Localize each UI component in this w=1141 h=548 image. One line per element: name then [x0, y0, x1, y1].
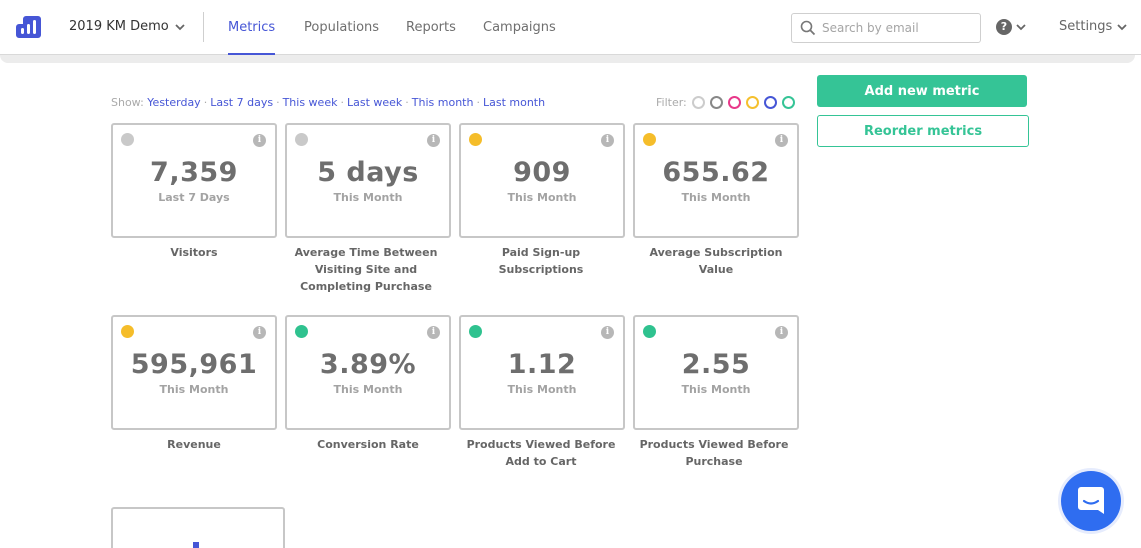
metric-name: Paid Sign-up Subscriptions	[498, 246, 584, 276]
status-dot	[121, 133, 134, 146]
range-this-week[interactable]: This week	[282, 96, 338, 109]
metric-value: 3.89%	[319, 349, 417, 380]
info-icon[interactable]: i	[601, 134, 614, 147]
info-icon[interactable]: i	[775, 134, 788, 147]
date-range-selector: Show: Yesterday · Last 7 days · This week · La…	[111, 96, 546, 109]
metric-period: This Month	[333, 191, 403, 204]
range-last-7-days[interactable]: Last 7 days	[210, 96, 274, 109]
metric-card[interactable]: i 595,961 This Month	[111, 315, 277, 430]
project-switcher[interactable]: 2019 KM Demo	[69, 19, 185, 34]
tab-metrics[interactable]: Metrics	[228, 0, 276, 55]
metric-card[interactable]: i 7,359 Last 7 Days	[111, 123, 277, 238]
project-name: 2019 KM Demo	[69, 19, 169, 34]
metric-value: 595,961	[130, 349, 258, 380]
metric-name: Revenue	[167, 438, 221, 451]
range-last-month[interactable]: Last month	[482, 96, 546, 109]
settings-label: Settings	[1059, 19, 1113, 34]
info-icon[interactable]: i	[253, 134, 266, 147]
metric-card[interactable]: i 655.62 This Month	[633, 123, 799, 238]
metric-value: 5 days	[317, 157, 419, 188]
tab-campaigns[interactable]: Campaigns	[483, 20, 556, 35]
status-dot	[643, 325, 656, 338]
search-box[interactable]	[791, 13, 981, 43]
range-yesterday[interactable]: Yesterday	[147, 96, 201, 109]
metric-card[interactable]: i 5 days This Month	[285, 123, 451, 238]
status-dot	[295, 133, 308, 146]
chart-bar	[193, 542, 199, 548]
metric-value: 1.12	[507, 349, 577, 380]
range-this-month[interactable]: This month	[411, 96, 474, 109]
chevron-down-icon	[1117, 23, 1127, 30]
tab-populations[interactable]: Populations	[304, 20, 380, 35]
metric-period: This Month	[681, 383, 751, 396]
filter-dot-yellow[interactable]	[745, 96, 759, 109]
help-icon: ?	[996, 19, 1012, 35]
metric-value: 909	[513, 157, 571, 188]
reorder-metrics-button[interactable]: Reorder metrics	[817, 115, 1029, 147]
chevron-down-icon	[1016, 24, 1026, 31]
top-navigation-bar: 2019 KM Demo Metrics Populations Reports…	[0, 0, 1141, 55]
header-shadow-strip	[0, 55, 1135, 63]
metric-value: 2.55	[681, 349, 751, 380]
filter-label: Filter:	[656, 96, 687, 109]
metric-period: This Month	[159, 383, 229, 396]
info-icon[interactable]: i	[427, 134, 440, 147]
filter-dot-blue[interactable]	[763, 96, 777, 109]
range-last-week[interactable]: Last week	[346, 96, 403, 109]
status-dot	[295, 325, 308, 338]
metric-name: Products Viewed Before Add to Cart	[466, 438, 616, 468]
search-input[interactable]	[822, 21, 972, 35]
info-icon[interactable]: i	[427, 326, 440, 339]
metric-period: This Month	[333, 383, 403, 396]
header-divider	[203, 12, 204, 42]
status-dot	[469, 325, 482, 338]
status-dot	[643, 133, 656, 146]
chat-launcher-button[interactable]	[1061, 471, 1121, 531]
metric-card[interactable]: i 2.55 This Month	[633, 315, 799, 430]
metric-card[interactable]: i 1.12 This Month	[459, 315, 625, 430]
status-dot	[469, 133, 482, 146]
color-filter: Filter:	[656, 96, 795, 109]
metric-value: 7,359	[150, 157, 238, 188]
settings-menu[interactable]: Settings	[1059, 19, 1127, 34]
status-dot	[121, 325, 134, 338]
tab-reports[interactable]: Reports	[406, 20, 456, 35]
info-icon[interactable]: i	[775, 326, 788, 339]
filter-dot-gray[interactable]	[691, 96, 705, 109]
chat-icon	[1078, 487, 1104, 514]
info-icon[interactable]: i	[253, 326, 266, 339]
metric-chart-card[interactable]	[111, 507, 285, 548]
add-new-metric-button[interactable]: Add new metric	[817, 75, 1027, 107]
filter-dot-pink[interactable]	[727, 96, 741, 109]
metric-value: 655.62	[662, 157, 770, 188]
metric-name: Average Time Between Visiting Site and C…	[294, 246, 438, 293]
help-menu[interactable]: ?	[996, 19, 1026, 35]
info-icon[interactable]: i	[601, 326, 614, 339]
metric-card[interactable]: i 909 This Month	[459, 123, 625, 238]
metric-period: This Month	[507, 383, 577, 396]
metric-name: Average Subscription Value	[649, 246, 783, 276]
metric-name: Conversion Rate	[317, 438, 419, 451]
metric-period: This Month	[507, 191, 577, 204]
show-label: Show:	[111, 96, 144, 109]
metric-name: Products Viewed Before Purchase	[639, 438, 789, 468]
metric-period: Last 7 Days	[158, 191, 230, 204]
metric-period: This Month	[681, 191, 751, 204]
metric-name: Visitors	[170, 246, 218, 259]
metric-card[interactable]: i 3.89% This Month	[285, 315, 451, 430]
search-icon	[800, 20, 816, 36]
filter-dot-dark-gray[interactable]	[709, 96, 723, 109]
app-logo-icon[interactable]	[16, 16, 41, 38]
filter-dot-green[interactable]	[781, 96, 795, 109]
chevron-down-icon	[175, 23, 185, 30]
